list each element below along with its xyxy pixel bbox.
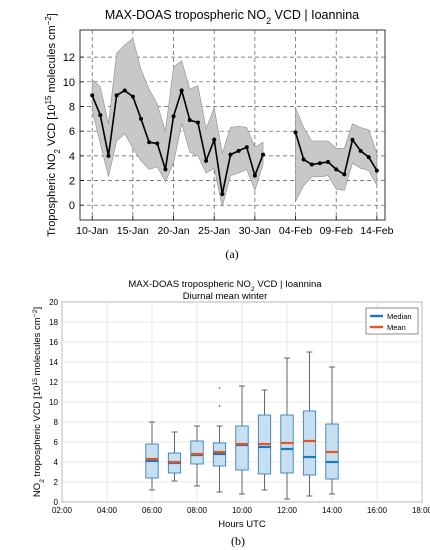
x-tick-label: 30-Jan bbox=[239, 225, 271, 237]
y-tick-label: 12 bbox=[63, 52, 75, 64]
panel-b-label: (b) bbox=[231, 534, 245, 548]
x-tick-label: 20-Jan bbox=[157, 225, 189, 237]
x-tick-label: 04:00 bbox=[97, 506, 118, 515]
chart-a-y-ticks: 0 2 4 6 8 10 12 bbox=[63, 52, 84, 212]
chart-a-range-band bbox=[91, 38, 378, 207]
x-tick-label: 18:00 bbox=[412, 506, 430, 515]
data-point bbox=[366, 155, 371, 160]
data-point bbox=[293, 130, 298, 135]
x-tick-label: 15-Jan bbox=[117, 225, 149, 237]
y-tick-label: 12 bbox=[49, 378, 58, 387]
chart-b-subtitle: Diurnal mean winter bbox=[183, 291, 267, 302]
data-point bbox=[195, 120, 200, 125]
panel-b-box-chart: MAX-DOAS tropospheric NO2 VCD | Ioannina… bbox=[32, 279, 430, 548]
y-tick-label: 8 bbox=[54, 418, 59, 427]
data-point bbox=[179, 88, 184, 93]
y-tick-label: 2 bbox=[69, 176, 75, 188]
data-point bbox=[317, 161, 322, 166]
data-point bbox=[358, 148, 363, 153]
y-tick-label: 0 bbox=[69, 200, 75, 212]
range-band-area bbox=[91, 38, 264, 207]
data-point bbox=[90, 93, 95, 98]
y-tick-label: 16 bbox=[49, 338, 58, 347]
x-tick-label: 09-Feb bbox=[320, 225, 353, 237]
x-tick-label: 08:00 bbox=[187, 506, 208, 515]
data-point bbox=[106, 153, 111, 158]
y-tick-label: 4 bbox=[69, 151, 75, 163]
data-point bbox=[228, 152, 233, 157]
chart-a-x-ticks: 10-Jan 15-Jan 20-Jan 25-Jan 30-Jan 04-Feb 09-F… bbox=[76, 216, 394, 237]
x-tick-label: 10-Jan bbox=[76, 225, 108, 237]
data-point bbox=[252, 173, 257, 178]
y-tick-label: 14 bbox=[49, 358, 58, 367]
data-point bbox=[147, 140, 152, 145]
data-point bbox=[163, 167, 168, 172]
y-tick-label: 10 bbox=[63, 77, 75, 89]
x-tick-label: 14-Feb bbox=[360, 225, 393, 237]
data-point bbox=[139, 116, 143, 121]
chart-a-title: MAX-DOAS tropospheric NO2 VCD | Ioannina bbox=[105, 8, 359, 26]
data-point bbox=[212, 137, 217, 142]
series-line bbox=[91, 87, 264, 195]
panel-a-label: (a) bbox=[225, 247, 238, 261]
data-point bbox=[342, 172, 347, 177]
box-iqr bbox=[190, 440, 204, 465]
y-tick-label: 2 bbox=[54, 478, 59, 487]
box-iqr bbox=[302, 410, 317, 476]
x-tick-label: 06:00 bbox=[142, 506, 163, 515]
legend-box bbox=[365, 307, 419, 335]
legend-label: Mean bbox=[387, 323, 406, 332]
y-tick-label: 4 bbox=[54, 458, 59, 467]
data-point bbox=[309, 162, 314, 167]
chart-b-y-ticks: 0 2 4 6 8 10 12 14 16 18 20 bbox=[49, 298, 58, 507]
y-tick-label: 0 bbox=[54, 498, 59, 507]
x-tick-label: 12:00 bbox=[277, 506, 298, 515]
range-band-area bbox=[295, 107, 378, 202]
data-point bbox=[155, 141, 160, 146]
data-point bbox=[204, 158, 209, 163]
chart-a-points bbox=[90, 88, 379, 197]
data-point bbox=[244, 145, 249, 150]
data-point bbox=[114, 93, 119, 98]
data-point bbox=[301, 157, 306, 162]
data-point bbox=[130, 94, 135, 99]
data-point bbox=[187, 118, 192, 123]
chart-b-boxes bbox=[145, 351, 339, 500]
panel-a-line-chart: MAX-DOAS tropospheric NO2 VCD | Ioannina… bbox=[44, 8, 394, 261]
x-tick-label: 04-Feb bbox=[279, 225, 312, 237]
data-point bbox=[334, 167, 339, 172]
chart-a-y-axis-label: Tropospheric NO2 VCD [1015 molecules cm−… bbox=[44, 13, 62, 237]
y-tick-label: 10 bbox=[49, 398, 58, 407]
data-point bbox=[98, 113, 103, 118]
x-tick-label: 25-Jan bbox=[198, 225, 230, 237]
legend-label: Median bbox=[387, 312, 412, 321]
chart-b-legend: Median Mean bbox=[365, 307, 419, 335]
chart-b-title: MAX-DOAS tropospheric NO2 VCD | Ioannina bbox=[128, 279, 322, 293]
data-point bbox=[122, 88, 127, 93]
data-point bbox=[171, 114, 176, 119]
data-point bbox=[326, 160, 331, 165]
data-point bbox=[261, 152, 265, 157]
x-tick-label: 10:00 bbox=[232, 506, 253, 515]
y-tick-label: 18 bbox=[49, 318, 58, 327]
y-tick-label: 8 bbox=[69, 101, 75, 113]
y-tick-label: 6 bbox=[54, 438, 59, 447]
box-iqr bbox=[235, 425, 249, 471]
y-tick-label: 6 bbox=[69, 126, 75, 138]
data-point bbox=[374, 168, 379, 173]
chart-a-plot-area bbox=[79, 29, 386, 221]
chart-b-x-axis-label: Hours UTC bbox=[218, 519, 266, 530]
data-point bbox=[220, 192, 225, 197]
x-tick-label: 16:00 bbox=[367, 506, 388, 515]
chart-b-y-axis-label: NO2 tropospheric VCD [1015 molecules cm−… bbox=[32, 307, 46, 497]
x-tick-label: 02:00 bbox=[52, 506, 73, 515]
x-tick-label: 14:00 bbox=[322, 506, 343, 515]
data-point bbox=[236, 148, 241, 153]
outlier-point bbox=[218, 387, 221, 389]
y-tick-label: 20 bbox=[49, 298, 58, 307]
outlier-point bbox=[218, 405, 221, 407]
data-point bbox=[350, 137, 355, 142]
chart-b-x-ticks: 02:00 04:00 06:00 08:00 10:00 12:00 14:00 16:00… bbox=[52, 506, 430, 515]
